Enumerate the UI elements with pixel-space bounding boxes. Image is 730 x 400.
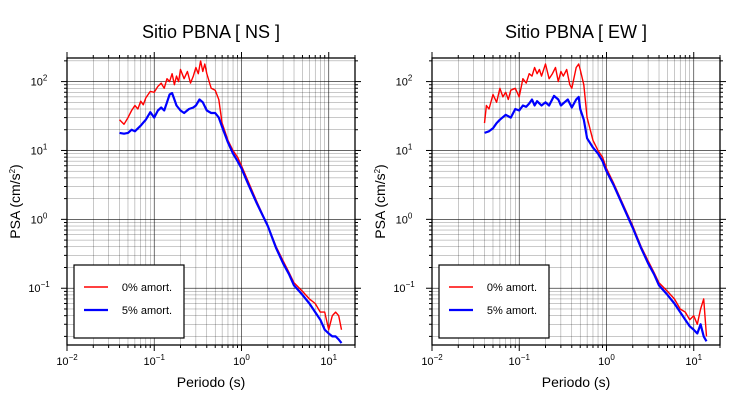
legend: 0% amort. 5% amort. [438,264,550,339]
y-tick-label: 100 [31,211,48,226]
series-line-5pct [119,91,343,344]
x-tick-label: 101 [320,353,337,368]
y-tick-label: 102 [396,74,413,89]
y-axis-label: PSA (cm/s2) [372,164,388,238]
y-tick-label: 101 [31,142,48,157]
chart-title: Sitio PBNA [ NS ] [142,22,280,42]
x-tick-label: 10−1 [144,353,166,368]
ticks [426,52,726,351]
series-line-5pct [484,94,708,342]
legend-label: 5% amort. [487,305,537,317]
legend-box [73,264,185,339]
ticks [61,52,361,351]
x-axis-label: Periodo (s) [177,374,245,390]
y-tick-label: 100 [396,211,413,226]
x-tick-label: 10−2 [56,353,78,368]
legend-label: 5% amort. [122,305,172,317]
y-tick-label: 10−1 [393,280,415,295]
series-line-0pct [118,60,343,331]
x-tick-label: 101 [685,353,702,368]
x-tick-label: 10−1 [509,353,531,368]
x-tick-label: 10−2 [421,353,443,368]
plot-frame [431,57,721,346]
y-tick-label: 101 [396,142,413,157]
series-line-0pct [483,63,708,337]
x-axis-label: Periodo (s) [542,374,610,390]
plot-frame [66,57,356,346]
x-tick-label: 100 [233,353,250,368]
legend-label: 0% amort. [487,282,537,294]
chart-2: Sitio PBNA [ EW ] 10−2 10−1 100 101 10−1 100 10… [372,22,726,390]
legend-box [438,264,550,339]
y-tick-label: 102 [31,74,48,89]
y-axis-label: PSA (cm/s2) [7,164,23,238]
legend: 0% amort. 5% amort. [73,264,185,339]
x-tick-label: 100 [598,353,615,368]
legend-label: 0% amort. [122,282,172,294]
chart-1: Sitio PBNA [ NS ] 10−2 10−1 100 101 10−1 100 10… [7,22,361,390]
chart-title: Sitio PBNA [ EW ] [505,22,647,42]
y-tick-label: 10−1 [28,280,50,295]
